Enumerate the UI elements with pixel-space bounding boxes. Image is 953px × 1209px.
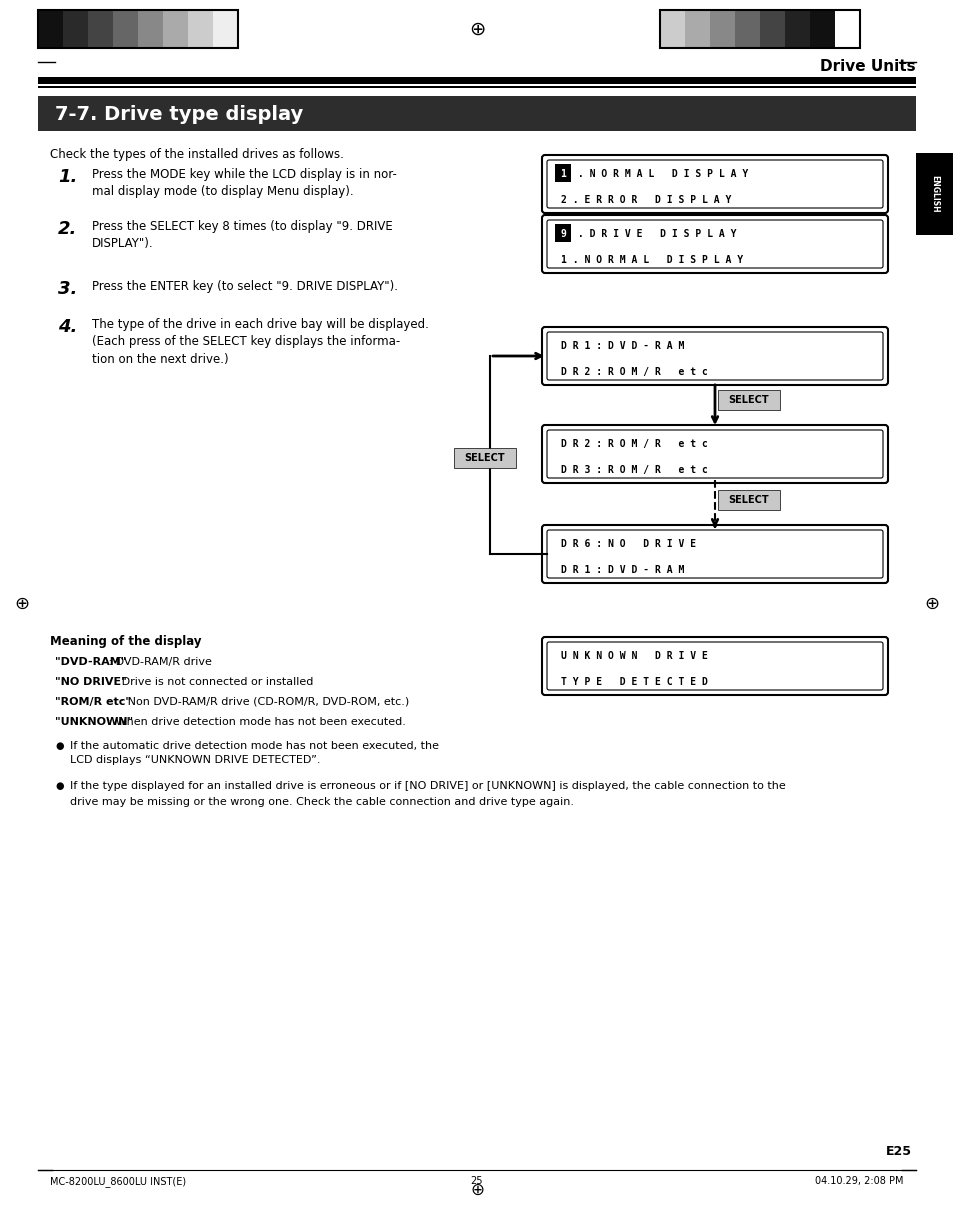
Text: D R 2 : R O M / R   e t c: D R 2 : R O M / R e t c xyxy=(560,439,707,449)
Text: : When drive detection mode has not been executed.: : When drive detection mode has not been… xyxy=(105,717,406,727)
Text: D R 3 : R O M / R   e t c: D R 3 : R O M / R e t c xyxy=(560,465,707,475)
FancyBboxPatch shape xyxy=(541,426,887,484)
Bar xyxy=(784,10,809,48)
Text: ⊕: ⊕ xyxy=(470,1181,483,1199)
Bar xyxy=(188,10,213,48)
Bar xyxy=(709,10,734,48)
Text: E25: E25 xyxy=(885,1145,911,1158)
Text: ⊕: ⊕ xyxy=(468,19,485,39)
Text: D R 6 : N O   D R I V E: D R 6 : N O D R I V E xyxy=(560,539,696,549)
Text: : Drive is not connected or installed: : Drive is not connected or installed xyxy=(111,677,313,687)
Text: 1.: 1. xyxy=(58,168,77,186)
Text: U N K N O W N   D R I V E: U N K N O W N D R I V E xyxy=(560,650,707,661)
Text: Drive Units: Drive Units xyxy=(820,59,915,74)
Bar xyxy=(555,164,571,183)
Text: Check the types of the installed drives as follows.: Check the types of the installed drives … xyxy=(50,147,343,161)
Bar xyxy=(718,391,780,410)
Text: ⊕: ⊕ xyxy=(923,595,939,613)
Text: Meaning of the display: Meaning of the display xyxy=(50,635,201,648)
Text: SELECT: SELECT xyxy=(728,494,768,505)
Text: The type of the drive in each drive bay will be displayed.
(Each press of the SE: The type of the drive in each drive bay … xyxy=(91,318,429,366)
FancyBboxPatch shape xyxy=(546,430,882,478)
Bar xyxy=(38,77,915,83)
Text: drive may be missing or the wrong one. Check the cable connection and drive type: drive may be missing or the wrong one. C… xyxy=(70,797,574,806)
Text: "NO DRIVE": "NO DRIVE" xyxy=(55,677,127,687)
Text: 04.10.29, 2:08 PM: 04.10.29, 2:08 PM xyxy=(815,1176,903,1186)
Text: . D R I V E   D I S P L A Y: . D R I V E D I S P L A Y xyxy=(572,229,736,239)
Bar xyxy=(163,10,188,48)
Text: 1: 1 xyxy=(559,169,565,179)
Text: ●: ● xyxy=(55,741,64,751)
Text: Press the ENTER key (to select "9. DRIVE DISPLAY").: Press the ENTER key (to select "9. DRIVE… xyxy=(91,280,397,293)
Text: D R 1 : D V D - R A M: D R 1 : D V D - R A M xyxy=(560,565,683,575)
Text: 1 . N O R M A L   D I S P L A Y: 1 . N O R M A L D I S P L A Y xyxy=(560,255,742,265)
FancyBboxPatch shape xyxy=(546,530,882,578)
Bar xyxy=(38,10,63,48)
Text: 2 . E R R O R   D I S P L A Y: 2 . E R R O R D I S P L A Y xyxy=(560,195,731,206)
Text: "DVD-RAM": "DVD-RAM" xyxy=(55,656,126,667)
FancyBboxPatch shape xyxy=(546,332,882,380)
Text: T Y P E   D E T E C T E D: T Y P E D E T E C T E D xyxy=(560,677,707,687)
Text: If the automatic drive detection mode has not been executed, the
LCD displays “U: If the automatic drive detection mode ha… xyxy=(70,741,438,765)
Text: "ROM/R etc": "ROM/R etc" xyxy=(55,698,131,707)
Text: D R 2 : R O M / R   e t c: D R 2 : R O M / R e t c xyxy=(560,368,707,377)
FancyBboxPatch shape xyxy=(541,155,887,213)
FancyBboxPatch shape xyxy=(546,160,882,208)
FancyBboxPatch shape xyxy=(546,642,882,690)
Text: ●: ● xyxy=(55,781,64,791)
Bar xyxy=(38,10,237,48)
Bar xyxy=(555,224,571,242)
Bar xyxy=(454,449,516,468)
Bar xyxy=(138,10,163,48)
Bar xyxy=(809,10,834,48)
FancyBboxPatch shape xyxy=(541,637,887,695)
Text: ENGLISH: ENGLISH xyxy=(929,175,939,213)
Bar xyxy=(213,10,237,48)
Text: Press the MODE key while the LCD display is in nor-
mal display mode (to display: Press the MODE key while the LCD display… xyxy=(91,168,396,198)
Text: 9: 9 xyxy=(559,229,565,239)
Text: If the type displayed for an installed drive is erroneous or if [NO DRIVE] or [U: If the type displayed for an installed d… xyxy=(70,781,785,791)
FancyBboxPatch shape xyxy=(541,326,887,384)
Text: 4.: 4. xyxy=(58,318,77,336)
Text: : DVD-RAM/R drive: : DVD-RAM/R drive xyxy=(105,656,213,667)
Bar xyxy=(659,10,859,48)
Text: ⊕: ⊕ xyxy=(14,595,30,613)
Text: 25: 25 xyxy=(470,1176,483,1186)
Bar xyxy=(38,96,915,131)
Text: : Non DVD-RAM/R drive (CD-ROM/R, DVD-ROM, etc.): : Non DVD-RAM/R drive (CD-ROM/R, DVD-ROM… xyxy=(116,698,409,707)
Bar xyxy=(834,10,859,48)
Bar xyxy=(915,154,953,235)
Text: Press the SELECT key 8 times (to display "9. DRIVE
DISPLAY").: Press the SELECT key 8 times (to display… xyxy=(91,220,393,250)
Text: 2.: 2. xyxy=(58,220,77,238)
Bar xyxy=(734,10,760,48)
Bar xyxy=(760,10,784,48)
FancyBboxPatch shape xyxy=(541,215,887,273)
Text: SELECT: SELECT xyxy=(464,453,505,463)
Bar xyxy=(38,86,915,87)
FancyBboxPatch shape xyxy=(546,220,882,268)
Bar xyxy=(88,10,112,48)
Text: "UNKNOWN": "UNKNOWN" xyxy=(55,717,133,727)
Bar xyxy=(63,10,88,48)
Text: 3.: 3. xyxy=(58,280,77,297)
Bar xyxy=(659,10,684,48)
Text: 7-7. Drive type display: 7-7. Drive type display xyxy=(55,105,303,125)
Text: SELECT: SELECT xyxy=(728,395,768,405)
FancyBboxPatch shape xyxy=(541,525,887,583)
Bar xyxy=(718,490,780,510)
Bar xyxy=(112,10,138,48)
Text: D R 1 : D V D - R A M: D R 1 : D V D - R A M xyxy=(560,341,683,351)
Text: . N O R M A L   D I S P L A Y: . N O R M A L D I S P L A Y xyxy=(572,169,747,179)
Text: MC-8200LU_8600LU INST(E): MC-8200LU_8600LU INST(E) xyxy=(50,1176,186,1187)
Bar xyxy=(684,10,709,48)
